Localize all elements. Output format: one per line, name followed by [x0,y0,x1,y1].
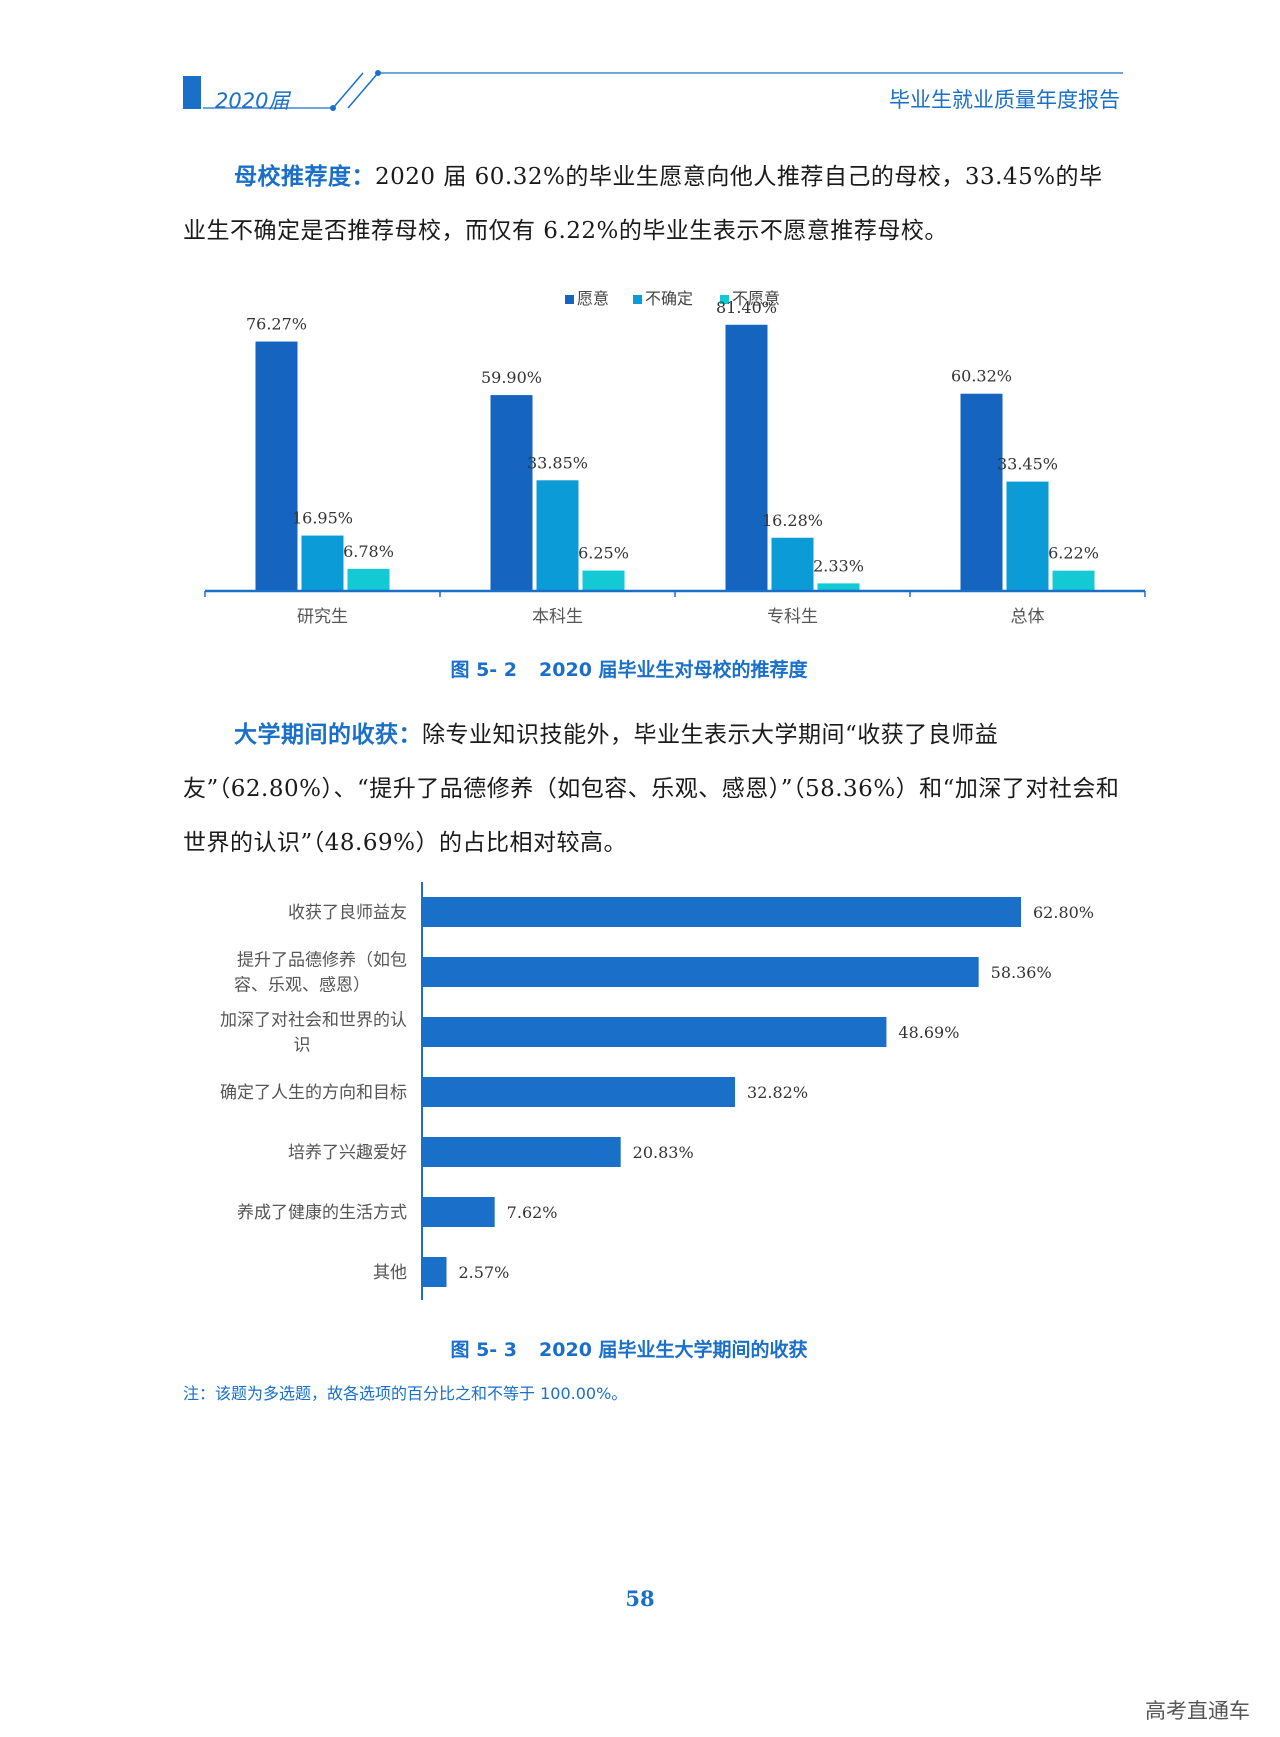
bar [422,1077,736,1107]
bar [582,570,625,591]
paragraph-text: 2020 届 60.32%的毕业生愿意向他人推荐自己的母校，33.45%的毕业生… [183,164,1103,244]
data-label: 6.25% [578,544,629,563]
watermark: 高考直通车 [1145,1699,1250,1723]
figure-title: 2020 届毕业生大学期间的收获 [539,1339,808,1361]
category-label: 专科生 [767,607,818,627]
bar [490,395,533,591]
category-label: 本科生 [532,607,583,627]
bar [347,568,390,591]
header-title: 毕业生就业质量年度报告 [889,88,1120,112]
data-label: 33.45% [997,455,1058,474]
data-label: 2.57% [459,1263,510,1282]
data-label: 33.85% [527,453,588,472]
figure-title: 2020 届毕业生对母校的推荐度 [539,659,808,681]
bar [422,897,1022,927]
data-label: 16.95% [292,509,353,528]
data-label: 20.83% [633,1143,694,1162]
category-label: 收获了良师益友 [288,903,407,923]
category-label: 研究生 [297,607,348,627]
bar [725,324,768,591]
category-label: 确定了人生的方向和目标 [220,1083,407,1103]
legend-swatch [720,295,729,304]
legend-swatch [633,295,642,304]
figure-number: 图 5- 3 [450,1339,518,1361]
category-label: 提升了品德修养（如包容、乐观、感恩） [234,951,407,996]
legend-swatch [565,295,574,304]
header-year: 2020届 [215,89,290,113]
bar [422,957,979,987]
paragraph-recommendation: 母校推荐度：2020 届 60.32%的毕业生愿意向他人推荐自己的母校，33.4… [183,150,1123,258]
category-label: 总体 [1011,607,1045,627]
bar [422,1017,887,1047]
data-label: 48.69% [898,1023,959,1042]
footnote: 注：该题为多选题，故各选项的百分比之和不等于 100.00%。 [183,1384,628,1403]
page-number: 58 [625,1586,655,1611]
category-label: 其他 [373,1263,407,1283]
data-label: 58.36% [991,963,1052,982]
bar [1052,570,1095,591]
bar [422,1257,447,1287]
bar [422,1197,495,1227]
figure-number: 图 5- 2 [450,659,518,681]
bar [960,393,1003,591]
bar [536,480,579,591]
bar [255,341,298,591]
category-label: 培养了兴趣爱好 [288,1143,407,1163]
bar [422,1137,621,1167]
paragraph-text: 除专业知识技能外，毕业生表示大学期间“收获了良师益友”（62.80%）、“提升了… [183,722,1120,856]
category-label: 加深了对社会和世界的认识 [220,1011,407,1056]
data-label: 60.32% [951,367,1012,386]
legend-label: 不确定 [645,289,693,308]
category-label: 养成了健康的生活方式 [237,1203,407,1223]
data-label: 16.28% [762,511,823,530]
legend-label: 愿意 [577,289,609,308]
data-label: 76.27% [246,315,307,334]
data-label: 81.40% [716,298,777,317]
data-label: 59.90% [481,368,542,387]
chart-legend: 愿意 不确定 不愿意 [565,289,780,308]
bar [301,535,344,591]
paragraph-gains: 大学期间的收获：除专业知识技能外，毕业生表示大学期间“收获了良师益友”（62.8… [183,708,1123,870]
paragraph-lead: 母校推荐度： [234,164,375,190]
paragraph-lead: 大学期间的收获： [234,722,422,748]
data-label: 6.22% [1048,544,1099,563]
header-decoration [203,70,1123,111]
data-label: 2.33% [813,556,864,575]
data-label: 6.78% [343,542,394,561]
data-label: 7.62% [507,1203,558,1222]
data-label: 32.82% [747,1083,808,1102]
recommendation-bar-chart: 愿意 不确定 不愿意 76.27% 16.95% 6.78% 59.90% 33.85% 6.… [204,289,1146,627]
legend-label: 不愿意 [732,289,780,308]
figure-caption-5-3: 图 5- 3 2020 届毕业生大学期间的收获 [0,1335,1280,1362]
header-accent-bar [183,76,201,109]
figure-caption-5-2: 图 5- 2 2020 届毕业生对母校的推荐度 [0,655,1280,682]
bar [817,583,860,591]
bar [1006,481,1049,591]
data-label: 62.80% [1033,903,1094,922]
bar [771,537,814,591]
